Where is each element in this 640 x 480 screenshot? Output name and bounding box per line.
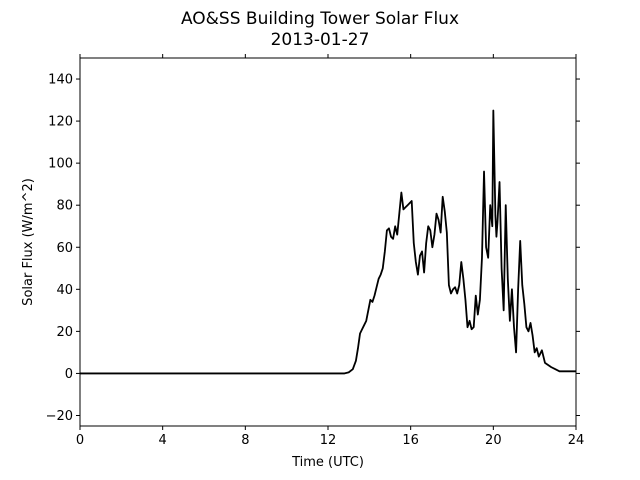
y-tick-label: 40: [56, 283, 73, 298]
chart-subtitle: 2013-01-27: [271, 30, 370, 50]
x-axis-label: Time (UTC): [291, 455, 364, 470]
y-tick-label: 0: [65, 367, 73, 382]
x-tick-label: 8: [241, 433, 249, 448]
x-tick-label: 0: [76, 433, 84, 448]
x-tick-label: 16: [402, 433, 419, 448]
y-tick-label: 120: [48, 115, 73, 130]
x-tick-label: 24: [568, 433, 585, 448]
y-tick-label: 140: [48, 73, 73, 88]
y-axis-label: Solar Flux (W/m^2): [21, 178, 36, 306]
chart-title: AO&SS Building Tower Solar Flux: [181, 9, 459, 29]
y-tick-label: 100: [48, 157, 73, 172]
y-axis-ticks: −20 0 20 40 60 80 100 120 140: [46, 73, 580, 424]
x-tick-label: 4: [159, 433, 167, 448]
y-tick-label: 20: [56, 325, 73, 340]
x-tick-label: 20: [485, 433, 502, 448]
x-tick-label: 12: [320, 433, 337, 448]
series-line-solar-flux: [80, 109, 576, 375]
y-tick-label: 60: [56, 241, 73, 256]
y-tick-label: −20: [46, 409, 73, 424]
x-axis-ticks: 0 4 8 12 16 20 24: [76, 54, 584, 448]
y-tick-label: 80: [56, 199, 73, 214]
